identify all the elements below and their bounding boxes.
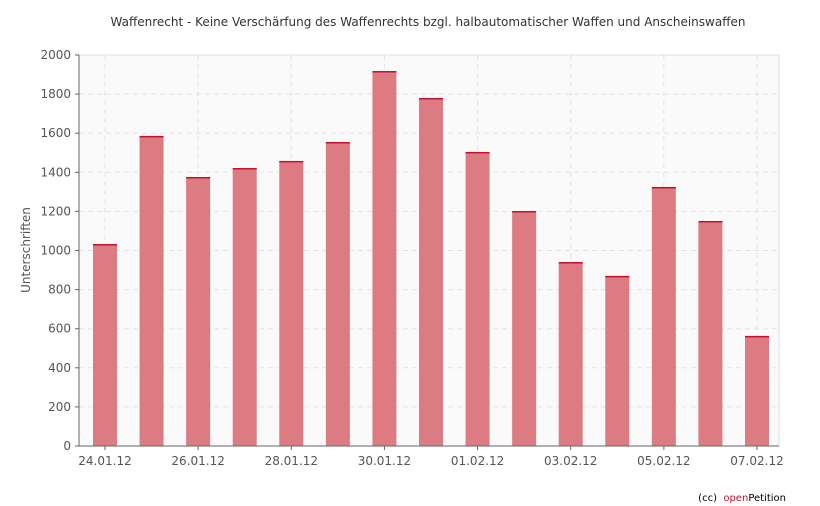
bar-top-edge [465, 151, 490, 154]
y-tick-label: 800 [48, 283, 71, 297]
x-tick-label: 01.02.12 [451, 454, 504, 468]
y-tick-label: 1400 [40, 165, 71, 179]
y-tick-label: 200 [48, 400, 71, 414]
chart-title: Waffenrecht - Keine Verschärfung des Waf… [111, 15, 746, 29]
bar-top-edge [279, 160, 304, 163]
bar-top-edge [512, 211, 537, 213]
y-tick-label: 1800 [40, 87, 71, 101]
bar-top-edge [698, 220, 723, 223]
bar [465, 151, 490, 446]
bar [279, 160, 304, 446]
y-axis-label: Unterschriften [19, 207, 33, 293]
brand-petition: Petition [748, 493, 786, 504]
cc-label: (cc) [698, 493, 717, 504]
bar-top-edge [651, 186, 676, 189]
bar [139, 135, 164, 446]
y-tick-label: 1200 [40, 204, 71, 218]
y-tick-label: 1000 [40, 244, 71, 258]
bar [558, 262, 583, 446]
bar [325, 141, 350, 446]
bar-top-edge [745, 335, 769, 338]
bar-top-edge [325, 141, 350, 144]
bar [698, 220, 723, 446]
x-tick-label: 28.01.12 [265, 454, 318, 468]
y-tick-label: 600 [48, 322, 71, 336]
bar [605, 275, 630, 446]
bar-top-edge [232, 167, 257, 170]
footer-credit: (cc) openPetition [698, 493, 786, 504]
bar [512, 211, 537, 446]
bar [651, 186, 676, 446]
bar [372, 71, 397, 446]
bar-top-edge [93, 244, 117, 246]
bar [186, 176, 211, 446]
x-tick-label: 26.01.12 [171, 454, 224, 468]
brand-open: open [723, 493, 749, 504]
bar [232, 167, 257, 446]
x-tick-label: 30.01.12 [358, 454, 411, 468]
y-tick-label: 0 [63, 439, 71, 453]
bar-top-edge [139, 135, 164, 138]
bar [93, 244, 117, 446]
bar-top-edge [605, 275, 630, 278]
x-tick-label: 05.02.12 [637, 454, 690, 468]
bar-top-edge [372, 71, 397, 73]
bar [745, 335, 769, 446]
x-tick-label: 03.02.12 [544, 454, 597, 468]
y-tick-label: 2000 [40, 48, 71, 62]
bar-top-edge [419, 98, 443, 100]
y-tick-label: 1600 [40, 126, 71, 140]
bar-top-edge [558, 262, 583, 264]
x-tick-label: 24.01.12 [78, 454, 131, 468]
bar [419, 98, 443, 446]
y-tick-label: 400 [48, 361, 71, 375]
x-tick-label: 07.02.12 [730, 454, 783, 468]
bar-top-edge [186, 176, 211, 179]
